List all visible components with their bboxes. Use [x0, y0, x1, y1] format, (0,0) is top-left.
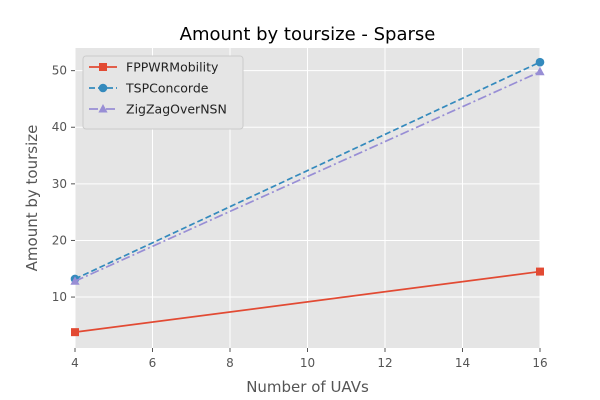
x-tick-label: 16 — [532, 356, 547, 370]
data-point — [71, 328, 79, 337]
series-line — [74, 61, 541, 280]
data-point — [535, 66, 545, 76]
series-ZigZagOverNSN — [70, 66, 545, 285]
y-tick-label: 20 — [52, 233, 67, 247]
data-point — [536, 267, 544, 276]
legend-box — [82, 55, 244, 130]
y-ticks: 10 20 30 40 50 — [52, 64, 75, 304]
x-tick-label: 6 — [149, 356, 157, 370]
y-tick-label: 50 — [52, 64, 67, 78]
legend-item: FPPWRMobility — [89, 60, 219, 75]
legend-item: ZigZagOverNSN — [89, 102, 227, 117]
x-ticks: 4 6 8 10 12 14 16 — [71, 348, 548, 370]
x-tick-label: 8 — [226, 356, 234, 370]
legend: FPPWRMobility TSPConcorde ZigZagOverNSN — [82, 55, 244, 130]
y-tick-label: 30 — [52, 177, 67, 191]
y-tick-label: 10 — [52, 290, 67, 304]
x-axis-label: Number of UAVs — [246, 378, 369, 396]
legend-label: FPPWRMobility — [126, 60, 219, 75]
legend-label: ZigZagOverNSN — [126, 102, 227, 117]
legend-marker — [98, 83, 108, 93]
series-line — [74, 270, 541, 333]
chart-title: Amount by toursize - Sparse — [180, 24, 436, 45]
legend-item: TSPConcorde — [89, 81, 209, 96]
y-tick-label: 40 — [52, 120, 67, 134]
data-point — [70, 276, 80, 285]
data-point — [535, 57, 545, 67]
x-tick-label: 4 — [71, 356, 79, 370]
series-FPPWRMobility — [71, 267, 544, 337]
legend-label: TSPConcorde — [125, 81, 209, 96]
x-tick-label: 10 — [300, 356, 315, 370]
legend-marker — [99, 63, 107, 71]
legend-marker — [98, 104, 108, 113]
y-axis-label: Amount by toursize — [23, 125, 41, 272]
series-layer — [70, 57, 545, 337]
x-tick-label: 12 — [377, 356, 392, 370]
x-tick-label: 14 — [455, 356, 470, 370]
